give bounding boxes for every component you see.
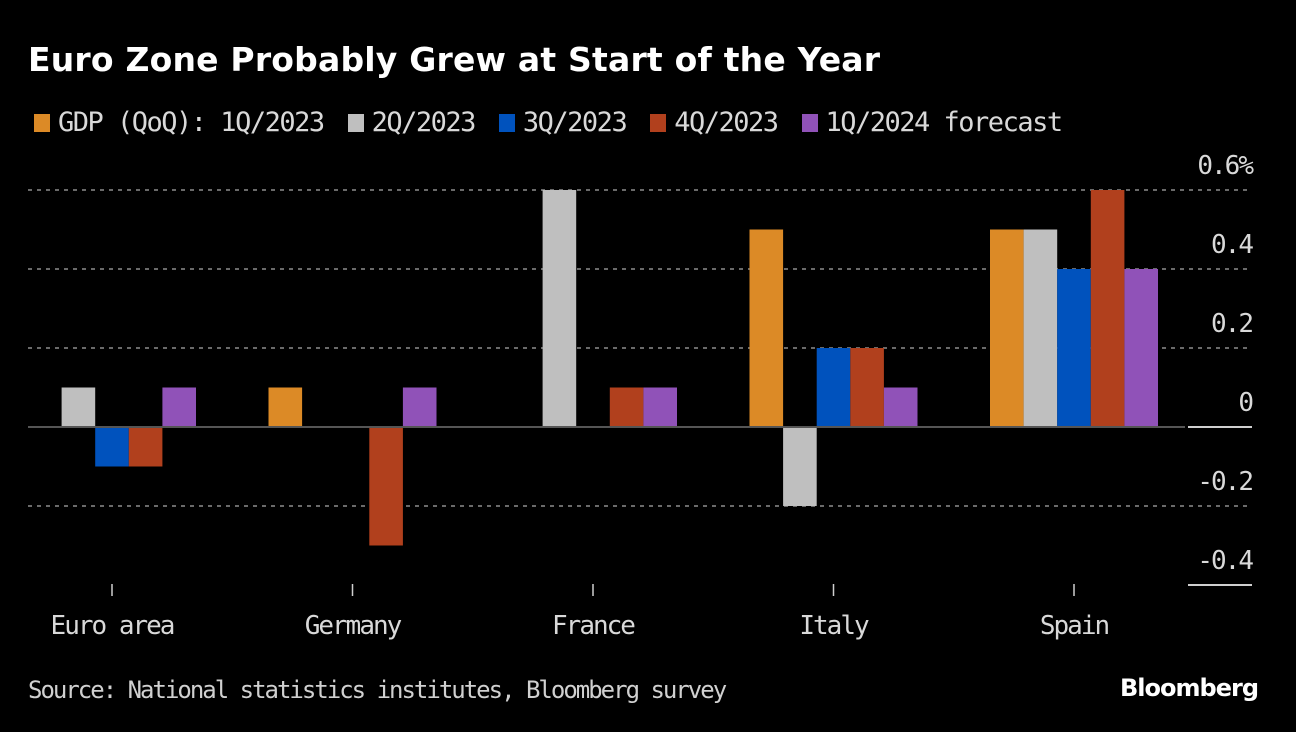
legend-swatch	[650, 113, 667, 132]
y-tick-label: 0.6%	[1197, 151, 1254, 181]
bloomberg-logo: Bloomberg	[1120, 674, 1259, 702]
legend-label: 3Q/2023	[522, 107, 628, 138]
bar	[162, 387, 196, 427]
legend-item: GDP (QoQ): 1Q/2023	[34, 107, 325, 138]
bar	[369, 427, 403, 546]
bar	[1090, 190, 1125, 427]
legend-label: GDP (QoQ): 1Q/2023	[58, 107, 325, 138]
bar	[850, 348, 884, 427]
bar	[783, 427, 817, 506]
y-tick-label: 0.4	[1211, 230, 1253, 260]
x-tick-label: Germany	[305, 611, 402, 641]
bar	[749, 229, 784, 427]
legend-swatch	[347, 113, 364, 132]
bar	[1124, 269, 1158, 427]
source-note: Source: National statistics institutes, …	[28, 676, 727, 704]
legend: GDP (QoQ): 1Q/2023 2Q/2023 3Q/2023 4Q/20…	[34, 107, 1086, 138]
legend-label: 1Q/2024 forecast	[825, 107, 1064, 138]
bar	[542, 190, 577, 427]
bar	[268, 387, 303, 427]
axes	[28, 426, 1252, 596]
bar	[402, 387, 437, 427]
bar	[1057, 269, 1091, 427]
legend-swatch	[498, 113, 515, 132]
bar	[990, 229, 1024, 427]
tick-labels: 0.6% 0.4 0.2 0 -0.2 -0.4 Euro area Germany Franc…	[51, 151, 1257, 641]
legend-swatch	[34, 113, 50, 132]
legend-item: 2Q/2023	[347, 107, 477, 138]
bar	[816, 348, 851, 427]
legend-swatch	[801, 113, 818, 132]
x-tick-label: Italy	[799, 611, 869, 641]
y-tick-label: -0.4	[1197, 546, 1253, 576]
bar	[609, 387, 644, 427]
legend-label: 2Q/2023	[371, 107, 477, 138]
legend-item: 3Q/2023	[498, 107, 628, 138]
bar	[1023, 229, 1058, 427]
x-tick-label: France	[552, 611, 635, 641]
y-tick-label: -0.2	[1197, 467, 1252, 497]
bar	[128, 427, 163, 467]
y-tick-label: 0.2	[1211, 309, 1252, 339]
x-tick-label: Euro area	[51, 611, 174, 641]
chart-title: Euro Zone Probably Grew at Start of the …	[28, 40, 881, 79]
bars	[28, 190, 1158, 546]
bar	[643, 387, 677, 427]
legend-item: 1Q/2024 forecast	[801, 107, 1064, 138]
legend-item: 4Q/2023	[650, 107, 779, 138]
bar	[61, 387, 96, 427]
y-tick-label: 0	[1238, 388, 1252, 418]
bar	[883, 387, 918, 427]
x-tick-label: Spain	[1040, 611, 1109, 641]
legend-label: 4Q/2023	[674, 107, 779, 138]
bar	[95, 427, 129, 467]
